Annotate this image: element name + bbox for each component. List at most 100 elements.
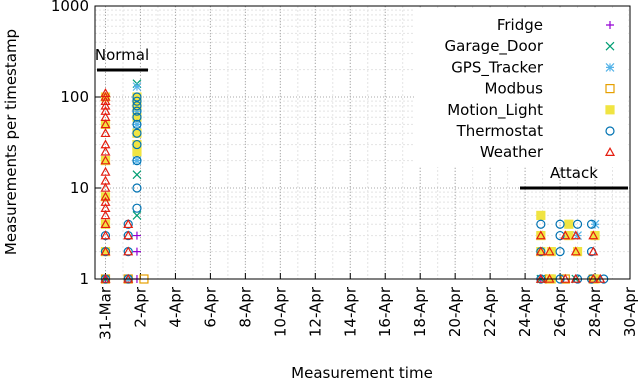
point [132,170,142,180]
point [560,230,571,240]
point [132,119,142,129]
point [132,156,142,166]
legend-marker [606,21,614,29]
point [100,105,111,115]
point [132,106,142,116]
annotation: Attack [550,164,598,182]
point [572,219,583,229]
point [536,219,546,229]
point [132,210,142,220]
point [132,156,142,166]
x-tick-label: 16-Apr [376,286,394,337]
y-axis-label: Measurements per timestamp [2,29,20,255]
x-tick-label: 18-Apr [411,286,429,337]
legend-marker [605,126,615,136]
point [535,230,546,240]
point [570,230,581,240]
annotation: Normal [95,46,149,64]
x-tick-label: 30-Apr [621,286,639,337]
x-tick-label: 24-Apr [516,286,534,337]
point [555,247,565,257]
point [100,191,111,201]
point [564,219,574,229]
point [100,218,111,229]
point [132,119,142,129]
point [132,96,142,106]
point [132,139,142,150]
point [588,230,599,240]
point [132,82,142,92]
point [123,218,134,229]
point [132,203,142,213]
point [100,155,111,165]
x-tick-label: 6-Apr [201,286,219,327]
x-tick-label: 14-Apr [341,286,359,337]
point [100,210,111,220]
point [100,166,111,176]
legend-marker [605,83,615,94]
point [100,87,111,98]
point [100,119,111,129]
point [123,230,134,240]
x-tick-label: 22-Apr [481,286,499,337]
point [588,246,599,256]
point [132,247,141,256]
legend-marker [605,105,615,115]
legend-marker [604,146,616,156]
point [132,231,141,240]
point [100,175,111,185]
legend-marker [605,41,615,51]
legend-box [414,9,628,167]
point [544,246,555,256]
point [100,202,111,212]
legend: Fridge Garage_Door GPS_Tracker Modbus Motion… [445,16,616,161]
x-tick-label: 2-Apr [131,286,149,327]
x-tick-label: 20-Apr [446,286,464,337]
x-tick-label: 4-Apr [166,286,184,327]
legend-label: Modbus [485,80,544,98]
point [132,106,142,116]
plot-frame [94,5,631,280]
point [132,128,142,138]
y-tick-label: 10 [70,179,89,197]
point [100,111,111,121]
point [132,183,142,193]
x-tick-label: 28-Apr [586,286,604,337]
point [100,182,111,192]
legend-label: Motion_Light [447,101,543,120]
point [555,219,565,229]
legend-label: Fridge [497,16,543,34]
legend-marker [605,62,615,72]
point [100,230,111,240]
x-axis-label: Measurement time [291,364,433,382]
point [536,210,546,220]
x-tick-label: 10-Apr [271,286,289,337]
point [100,100,111,110]
legend-label: Garage_Door [445,37,544,56]
point [132,112,142,122]
point [100,139,111,149]
point [132,92,142,102]
y-tick-label: 1 [79,270,89,288]
legend-label: Weather [480,143,544,161]
x-tick-label: 26-Apr [551,286,569,337]
legend-label: GPS_Tracker [451,58,544,77]
point [570,246,581,256]
point [100,196,111,206]
legend-label: Thermostat [456,122,543,140]
x-tick-label: 31-Mar [96,286,114,340]
x-tick-label: 12-Apr [306,286,324,337]
point [555,230,565,241]
point [564,230,574,241]
x-tick-label: 8-Apr [236,286,254,327]
point [132,101,142,111]
point [100,127,111,138]
point [100,146,111,156]
y-tick-label: 1000 [51,0,89,15]
point [123,246,134,256]
point [100,246,111,256]
point [586,219,597,229]
point [535,246,546,256]
y-tick-label: 100 [60,88,89,106]
